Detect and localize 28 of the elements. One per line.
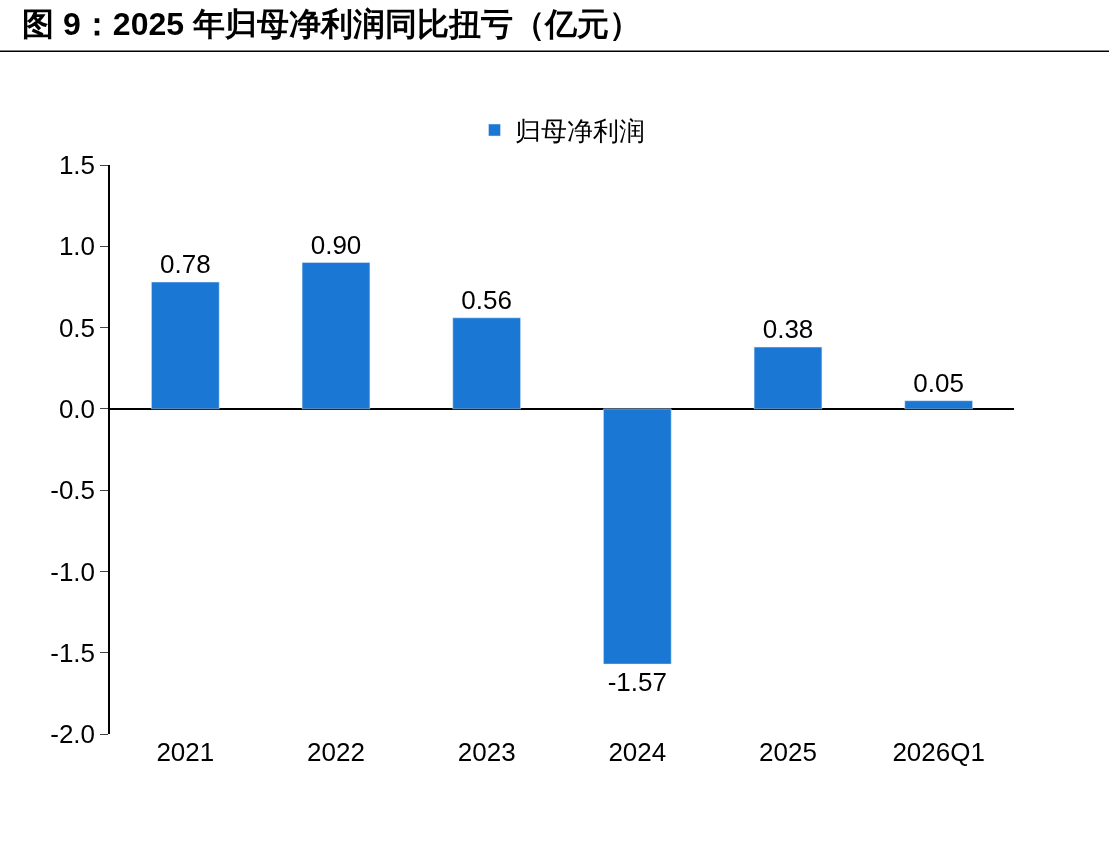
text: 0.78 bbox=[160, 249, 211, 280]
chart-title: 图 9：2025 年归母净利润同比扭亏（亿元） bbox=[22, 6, 641, 43]
legend-label: 归母净利润 bbox=[514, 116, 645, 147]
bar bbox=[301, 262, 371, 410]
text: 0.90 bbox=[310, 229, 362, 260]
y-tick-label: 1.5 bbox=[58, 150, 96, 181]
y-tick-label: -1.5 bbox=[50, 637, 96, 668]
x-tick-label: 2023 bbox=[457, 737, 516, 767]
y-tick-label: -0.5 bbox=[50, 475, 96, 506]
y-tick-label: 0.5 bbox=[58, 312, 96, 343]
x-tick-label: 2025 bbox=[759, 737, 817, 767]
bar bbox=[904, 400, 973, 410]
bar bbox=[753, 346, 823, 410]
bar bbox=[603, 408, 672, 665]
text: 0.05 bbox=[913, 367, 964, 398]
bar bbox=[151, 281, 220, 410]
text: 0.56 bbox=[461, 284, 512, 315]
x-tick-label: 2021 bbox=[156, 737, 215, 767]
bar bbox=[452, 317, 521, 410]
y-tick-label: 1.0 bbox=[58, 231, 96, 262]
y-tick-label: -1.0 bbox=[50, 556, 96, 587]
x-tick-label: 2026Q1 bbox=[892, 737, 985, 767]
x-tick-label: 2024 bbox=[608, 737, 667, 767]
x-tick-label: 2022 bbox=[307, 737, 365, 767]
y-tick-label: 0.0 bbox=[58, 393, 96, 424]
text: -1.57 bbox=[607, 667, 667, 698]
text: 0.38 bbox=[762, 314, 814, 345]
y-tick-label: -2.0 bbox=[50, 719, 96, 750]
